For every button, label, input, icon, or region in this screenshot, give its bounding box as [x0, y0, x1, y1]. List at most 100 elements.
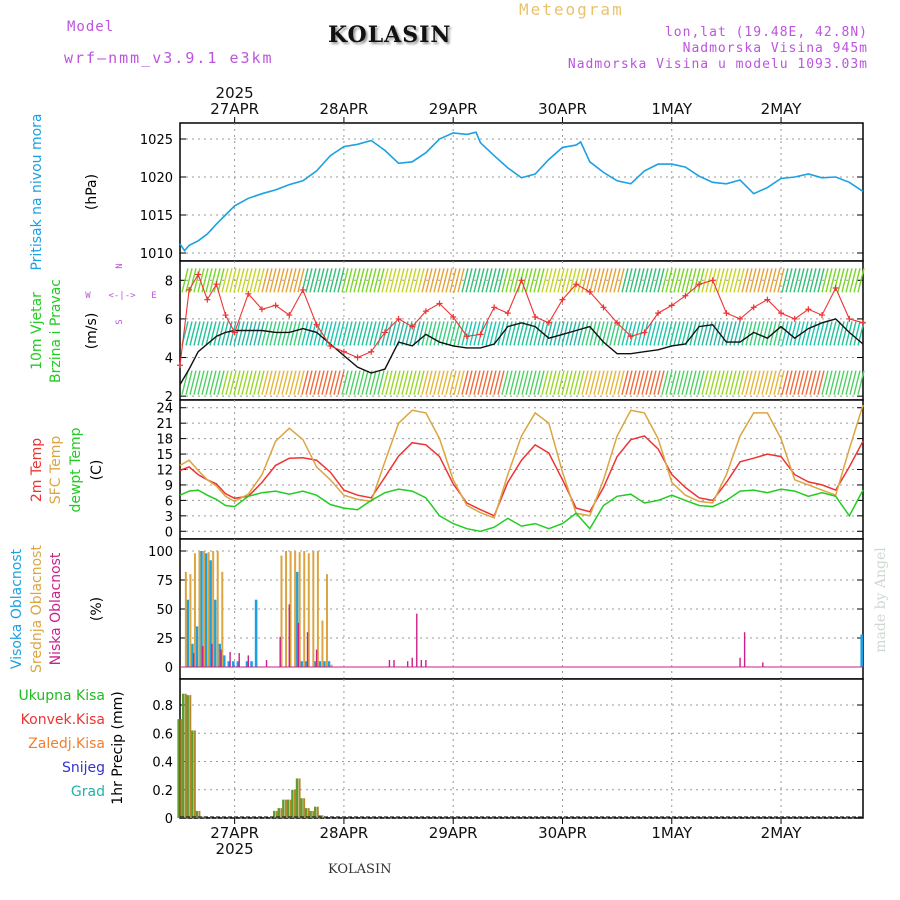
gust-marker [409, 323, 416, 330]
wind-barb [537, 370, 545, 395]
ytick-label-precip: 0.6 [152, 727, 173, 742]
wind-barb [549, 268, 557, 293]
wind-barb [645, 370, 653, 395]
compass-arrows: <-|-> [108, 291, 136, 301]
cloud-bar [211, 643, 213, 667]
cloud-bar [318, 661, 322, 667]
gust-marker [586, 288, 593, 295]
precip-bar-total [295, 778, 299, 818]
wind-barb [521, 268, 529, 293]
wind-barb [721, 268, 729, 293]
time-label-top: 1MAY [651, 100, 693, 118]
wind-barb [309, 321, 317, 346]
precip-bar-conv [184, 693, 187, 818]
wind-barb [713, 268, 721, 293]
wind-barb [693, 370, 701, 395]
gust-marker [627, 333, 634, 340]
wind-barb [317, 321, 325, 346]
wind-barb [669, 321, 677, 346]
wind-barb [305, 268, 313, 293]
wind-barb [509, 370, 517, 395]
cloud-bar [247, 655, 249, 667]
wind-barb [457, 321, 465, 346]
wind-barb [605, 370, 613, 395]
wind-barb [617, 321, 625, 346]
wind-barb [413, 370, 421, 395]
gust-marker [258, 306, 265, 313]
wind-barb [325, 370, 333, 395]
wind-barb [361, 268, 369, 293]
cloud-bar [321, 620, 324, 667]
wind-barb [405, 370, 413, 395]
compass-south: S [115, 319, 125, 324]
wind-barb [513, 370, 521, 395]
cloud-bar [330, 664, 333, 667]
product-title: Meteogram [519, 0, 624, 19]
temp-unit: (C) [89, 460, 105, 481]
compass-east: E [151, 291, 156, 301]
wind-barb [469, 321, 477, 346]
wind-barb [501, 268, 509, 293]
wind-barb [405, 268, 413, 293]
wind-barb [481, 268, 489, 293]
wind-barb [249, 321, 257, 346]
wind-barb [485, 321, 493, 346]
wind-barb [729, 370, 737, 395]
wind-barb [229, 370, 237, 395]
wind-barb [529, 268, 537, 293]
wind-barb [481, 321, 489, 346]
wind-barb [409, 321, 417, 346]
wind-barb [285, 321, 293, 346]
wind-barb [613, 268, 621, 293]
wind-barb [841, 370, 849, 395]
wind-barb [189, 321, 197, 346]
wind-barb [769, 268, 777, 293]
wind-barb [681, 268, 689, 293]
wind-barb [845, 370, 853, 395]
wind-barb [293, 268, 301, 293]
wind-barb [429, 321, 437, 346]
wind-barb [329, 268, 337, 293]
gust-marker [573, 281, 580, 288]
pressure-label: Pritisak na nivou mora [29, 113, 45, 270]
wind-barb [701, 370, 709, 395]
wind-barb [469, 370, 477, 395]
wind-barb [297, 321, 305, 346]
wind-barb [649, 268, 657, 293]
ytick-label-temperature: 9 [165, 479, 173, 494]
wind-barb [437, 370, 445, 395]
wind-barb [485, 370, 493, 395]
ytick-label-pressure: 1020 [140, 171, 173, 186]
wind-barb [249, 370, 257, 395]
wind-barb [721, 321, 729, 346]
ytick-label-cloud: 50 [156, 603, 173, 618]
panel-frame-pressure [179, 122, 864, 262]
wind-barb [809, 268, 817, 293]
cloud-bar [192, 653, 195, 667]
precip-legend-2: Zaledj.Kisa [28, 736, 105, 752]
wind-barb [181, 268, 189, 293]
wind-barb [545, 370, 553, 395]
wind-barb [501, 321, 509, 346]
cloud-bar [203, 551, 206, 667]
wind-barb [813, 268, 821, 293]
wind-barb [801, 370, 809, 395]
wind-barb [725, 268, 733, 293]
wind-barb [345, 321, 353, 346]
wind-barb [397, 321, 405, 346]
precip-unit: 1hr Precip (mm) [110, 691, 126, 804]
wind-barb [253, 268, 261, 293]
cloud-bar [254, 599, 258, 667]
cloud-bar [739, 657, 741, 667]
ytick-label-temperature: 6 [165, 494, 173, 509]
precip-bar-conv [275, 810, 278, 818]
wind-label-2: Brzina i Pravac [48, 279, 64, 383]
wind-barb [433, 268, 441, 293]
gust-marker [668, 302, 675, 309]
gust-marker [477, 331, 484, 338]
wind-barb [665, 321, 673, 346]
precip-legend-3: Snijeg [62, 760, 105, 776]
cloud-bar [227, 661, 231, 667]
wind-barb [349, 268, 357, 293]
